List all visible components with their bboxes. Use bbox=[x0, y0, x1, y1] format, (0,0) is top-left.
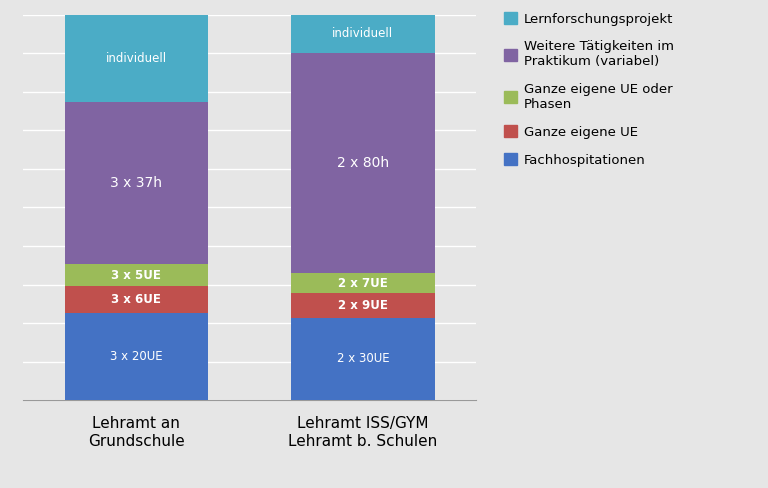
Text: individuell: individuell bbox=[106, 52, 167, 65]
Bar bbox=[65, 312, 208, 400]
Bar bbox=[65, 286, 208, 312]
Text: 2 x 80h: 2 x 80h bbox=[337, 156, 389, 170]
Text: 2 x 30UE: 2 x 30UE bbox=[336, 352, 389, 366]
Bar bbox=[65, 15, 208, 102]
Text: 2 x 9UE: 2 x 9UE bbox=[338, 299, 388, 312]
Bar bbox=[291, 273, 435, 293]
Text: 3 x 5UE: 3 x 5UE bbox=[111, 269, 161, 282]
Bar bbox=[291, 293, 435, 318]
Bar bbox=[291, 318, 435, 400]
Text: 3 x 6UE: 3 x 6UE bbox=[111, 293, 161, 306]
Bar bbox=[291, 53, 435, 273]
Bar bbox=[65, 264, 208, 286]
Bar bbox=[291, 15, 435, 53]
Text: 2 x 7UE: 2 x 7UE bbox=[338, 277, 388, 289]
Text: 3 x 20UE: 3 x 20UE bbox=[110, 350, 163, 363]
Legend: Lernforschungsprojekt, Weitere Tätigkeiten im
Praktikum (variabel), Ganze eigene: Lernforschungsprojekt, Weitere Tätigkeit… bbox=[499, 7, 679, 172]
Bar bbox=[65, 102, 208, 264]
Text: individuell: individuell bbox=[333, 27, 393, 41]
Text: 3 x 37h: 3 x 37h bbox=[111, 176, 162, 190]
